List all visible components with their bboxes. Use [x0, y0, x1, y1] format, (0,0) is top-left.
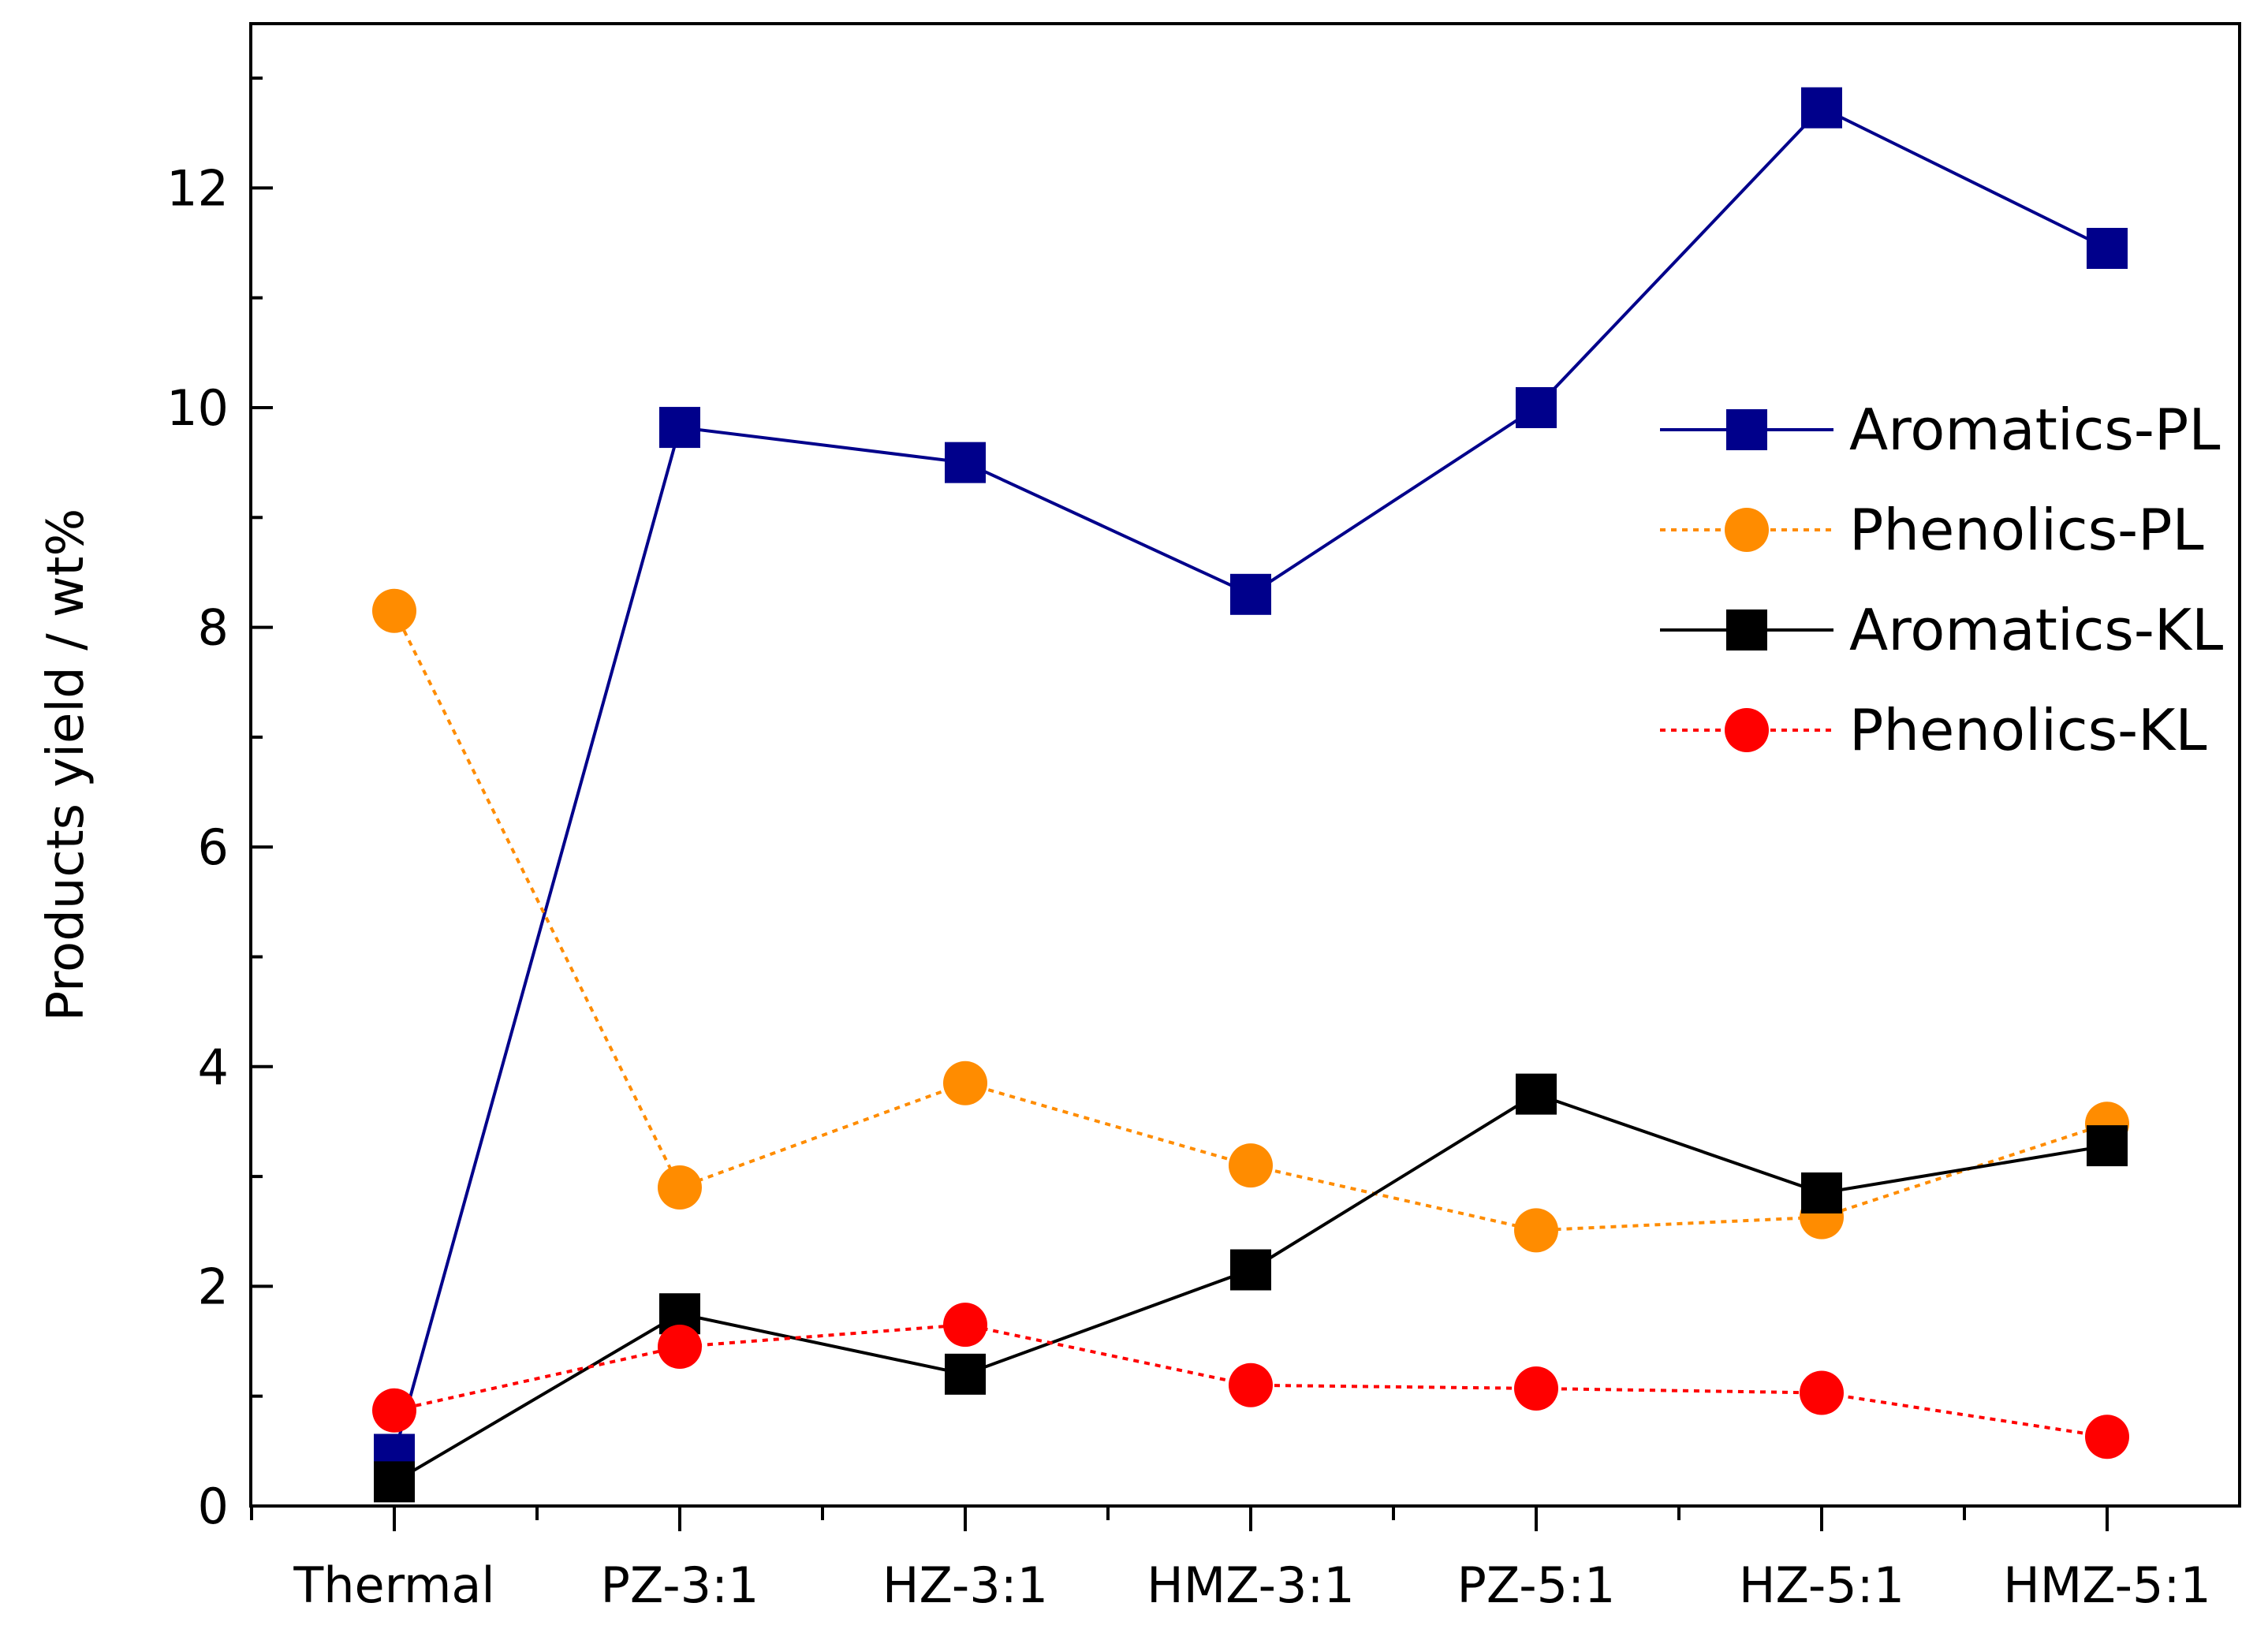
- series-layer: [372, 87, 2129, 1503]
- data-point: [1229, 1143, 1273, 1188]
- y-tick-label: 2: [198, 1258, 229, 1315]
- y-axis-title: Products yield / wt%: [37, 509, 95, 1022]
- data-point: [943, 1303, 987, 1348]
- data-point: [2087, 228, 2128, 270]
- y-tick-label: 10: [166, 379, 229, 437]
- data-point: [1516, 1073, 1557, 1115]
- legend-label: Aromatics-PL: [1849, 397, 2220, 463]
- data-point: [658, 1165, 702, 1210]
- data-point: [945, 442, 986, 483]
- legend-item: Aromatics-PL: [1660, 397, 2220, 463]
- y-tick-label: 8: [198, 599, 229, 657]
- data-point: [1516, 387, 1557, 428]
- data-point: [1801, 1172, 1842, 1213]
- series-aromatics-pl: [374, 87, 2128, 1475]
- data-point: [658, 1325, 702, 1370]
- legend-marker: [1726, 609, 1767, 650]
- y-tick-label: 0: [198, 1478, 229, 1535]
- data-point: [1800, 1370, 1844, 1415]
- x-tick-label: HZ-5:1: [1739, 1556, 1904, 1614]
- legend-marker: [1725, 508, 1769, 552]
- series-phenolics-pl: [372, 588, 2129, 1253]
- data-point: [1514, 1208, 1558, 1253]
- y-tick-label: 4: [198, 1038, 229, 1096]
- legend-item: Aromatics-KL: [1660, 597, 2223, 663]
- x-tick-label: PZ-3:1: [601, 1556, 759, 1614]
- data-point: [1230, 1249, 1271, 1291]
- legend-item: Phenolics-KL: [1660, 697, 2206, 763]
- data-point: [659, 407, 700, 449]
- plot-frame: [249, 22, 2241, 1508]
- series-phenolics-kl: [372, 1303, 2129, 1459]
- y-tick-label: 6: [198, 818, 229, 876]
- legend-label: Phenolics-KL: [1849, 697, 2206, 763]
- data-point: [372, 588, 416, 633]
- data-point: [374, 1461, 415, 1503]
- data-point: [945, 1353, 986, 1395]
- data-point: [2087, 1125, 2128, 1167]
- data-point: [1514, 1366, 1558, 1411]
- legend-label: Phenolics-PL: [1849, 497, 2204, 563]
- data-point: [372, 1388, 416, 1433]
- legend: Aromatics-PL Phenolics-PL Aromatics-KL Phen…: [1660, 397, 2223, 763]
- legend-marker: [1725, 708, 1769, 752]
- data-point: [1801, 87, 1842, 129]
- series-aromatics-kl: [374, 1073, 2128, 1503]
- legend-label: Aromatics-KL: [1849, 597, 2223, 663]
- legend-item: Phenolics-PL: [1660, 497, 2204, 563]
- data-point: [2085, 1415, 2129, 1459]
- data-point: [1230, 573, 1271, 615]
- axes: 0 2 4 6 8 10 12 Thermal PZ-3:1 HZ-3:1 HMZ-3:1 PZ-5:…: [166, 76, 2211, 1614]
- x-tick-label: HZ-3:1: [882, 1556, 1048, 1614]
- x-tick-label: HMZ-5:1: [2003, 1556, 2211, 1614]
- x-tick-label: HMZ-3:1: [1147, 1556, 1355, 1614]
- x-tick-label: PZ-5:1: [1457, 1556, 1616, 1614]
- legend-marker: [1726, 409, 1767, 450]
- data-point: [1229, 1362, 1273, 1407]
- y-tick-label: 12: [166, 159, 229, 217]
- x-tick-label: Thermal: [293, 1556, 494, 1614]
- data-point: [943, 1061, 987, 1105]
